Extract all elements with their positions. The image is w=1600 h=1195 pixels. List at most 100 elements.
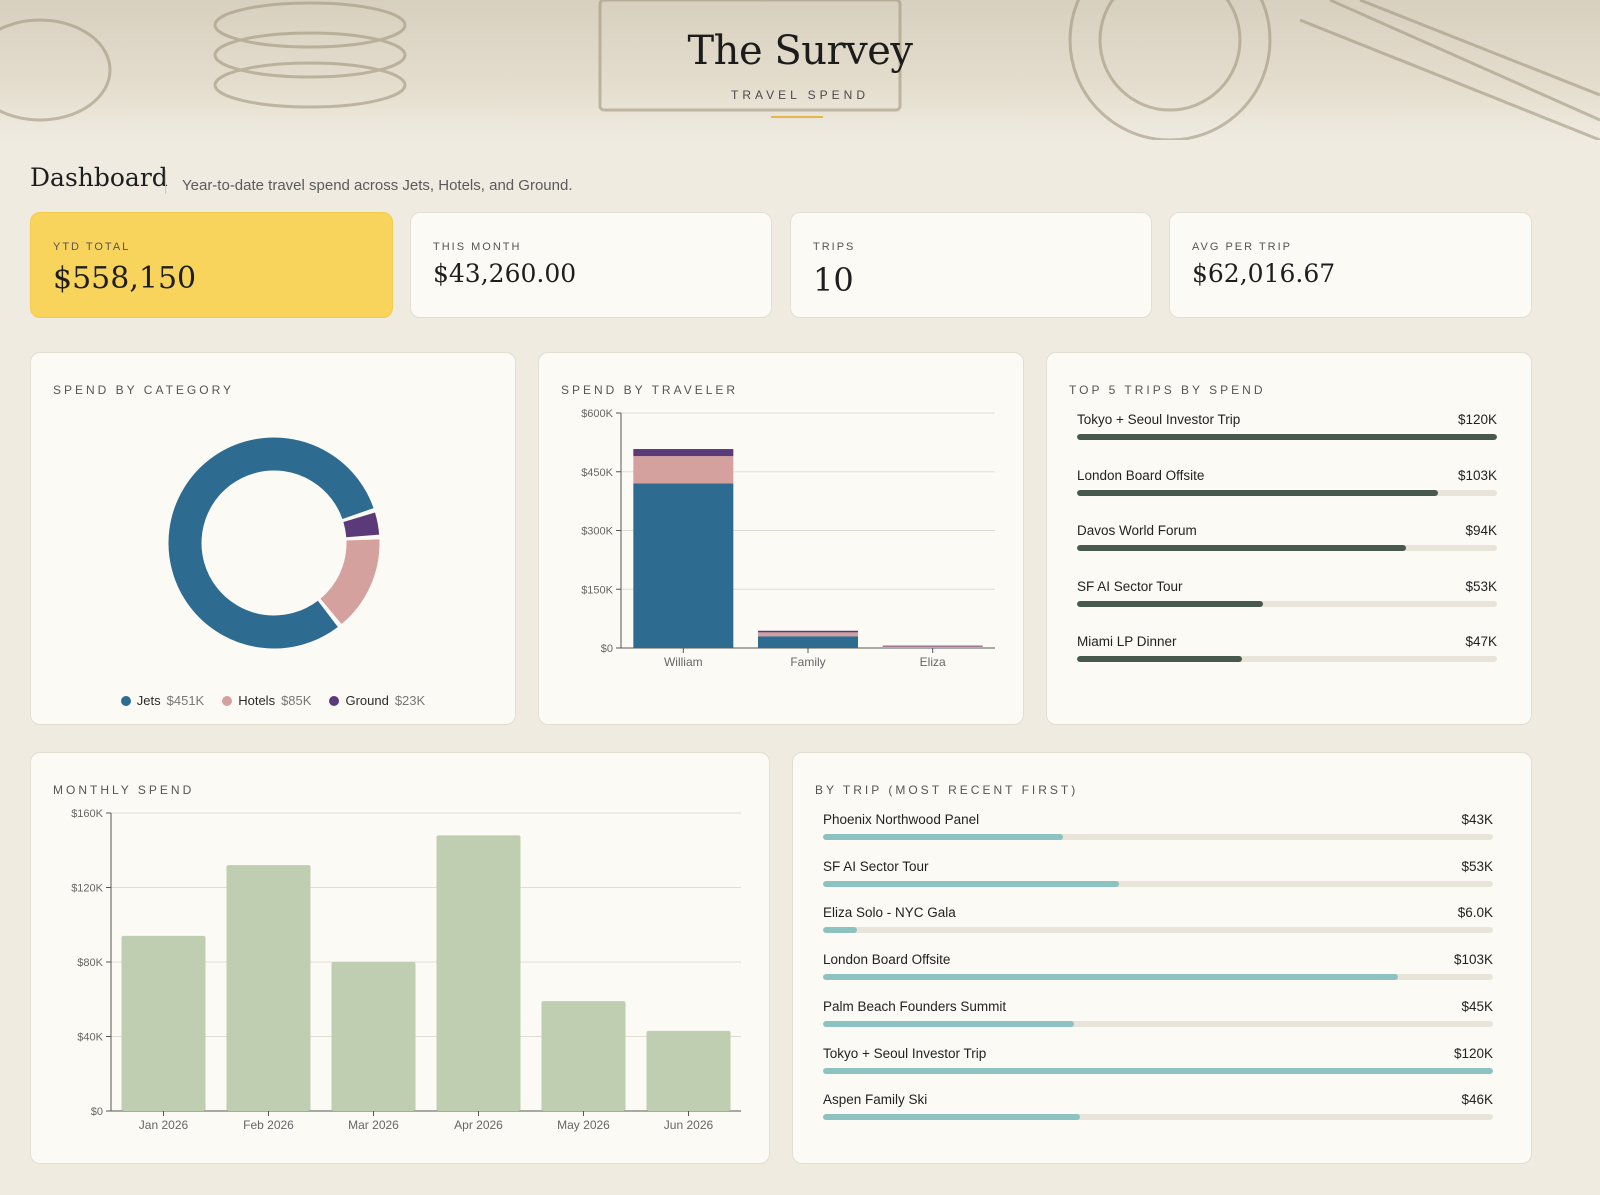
- y-tick-label: $160K: [71, 808, 103, 820]
- legend-item-ground: Ground $23K: [329, 693, 425, 708]
- panel-title: SPEND BY CATEGORY: [53, 383, 235, 397]
- trip-name: Eliza Solo - NYC Gala: [823, 905, 956, 921]
- x-tick-label: May 2026: [557, 1118, 610, 1132]
- panel-title: MONTHLY SPEND: [53, 783, 195, 797]
- donut-chart: [168, 437, 380, 649]
- kpi-value: 10: [813, 261, 854, 299]
- legend-swatch: [120, 695, 131, 706]
- trip-bar-track: [1077, 600, 1497, 607]
- trip-name: Phoenix Northwood Panel: [823, 812, 980, 827]
- y-tick-label: $450K: [581, 467, 613, 479]
- by-trip-scroll-area[interactable]: Phoenix Northwood Panel $43K SF AI Sector …: [793, 808, 1531, 1141]
- trip-name: SF AI Sector Tour: [823, 858, 929, 874]
- y-tick-label: $120K: [71, 883, 103, 895]
- trip-bar-track: [823, 1114, 1493, 1121]
- trip-bar-track: [1077, 656, 1497, 662]
- bar-william-hotels: [633, 456, 734, 484]
- bar-may-2026: [541, 1001, 626, 1111]
- trip-amount: $53K: [1461, 858, 1493, 874]
- kpi-card-avg-per-trip: AVG PER TRIP $62,016.67: [1169, 212, 1532, 318]
- traveler-stacked-bar-chart: $0 $150K $300K $450K $600K William Family Eliza: [581, 408, 995, 669]
- trip-bar-row: Palm Beach Founders Summit $45K: [823, 999, 1493, 1039]
- trip-name: Palm Beach Founders Summit: [823, 998, 1007, 1014]
- kpi-card-trips: TRIPS 10: [790, 212, 1152, 318]
- trip-amount: $103K: [1457, 467, 1497, 483]
- top-trips-panel: TOP 5 TRIPS BY SPEND Tokyo + Seoul Inves…: [1046, 352, 1532, 725]
- trip-bar-row: SF AI Sector Tour $53K: [823, 859, 1493, 899]
- legend-swatch: [329, 695, 340, 706]
- trip-bar-row: London Board Offsite $103K: [823, 952, 1493, 992]
- kpi-card-this-month: THIS MONTH $43,260.00: [410, 212, 772, 318]
- trip-amount: $47K: [1465, 634, 1497, 649]
- trip-bar-fill: [1077, 545, 1406, 551]
- panel-title: BY TRIP (MOST RECENT FIRST): [815, 783, 1079, 797]
- kpi-label: TRIPS: [813, 241, 856, 253]
- x-tick-label: Apr 2026: [454, 1118, 503, 1132]
- trip-bar-row: Tokyo + Seoul Investor Trip $120K: [823, 1046, 1493, 1086]
- trip-bar-row: Miami LP Dinner $47K: [1077, 634, 1497, 674]
- trip-bar-row: Phoenix Northwood Panel $43K: [823, 812, 1493, 852]
- legend-swatch: [222, 695, 233, 706]
- legend-item-hotels: Hotels $85K: [222, 693, 311, 708]
- bar-eliza-ground: [882, 645, 983, 647]
- trip-bar-row: London Board Offsite $103K: [1077, 468, 1497, 508]
- trip-amount: $43K: [1461, 812, 1493, 827]
- bar-family-ground: [758, 630, 858, 633]
- brand-title: The Survey: [687, 28, 913, 74]
- bar-eliza-hotels: [882, 646, 983, 648]
- x-tick-label: Mar 2026: [348, 1118, 399, 1132]
- trip-bar-track: [823, 927, 1493, 934]
- trip-bar-row: SF AI Sector Tour $53K: [1077, 579, 1497, 619]
- trip-bar-track: [1077, 434, 1497, 440]
- legend-item-jets: Jets $451K: [120, 693, 204, 708]
- trip-bar-track: [1077, 545, 1497, 551]
- y-tick-label: $600K: [581, 408, 613, 420]
- trip-amount: $45K: [1461, 998, 1493, 1014]
- kpi-value: $62,016.67: [1192, 259, 1336, 288]
- trip-amount: $6.0K: [1457, 905, 1493, 921]
- trip-amount: $94K: [1465, 523, 1497, 538]
- trip-name: Aspen Family Ski: [823, 1092, 928, 1108]
- y-tick-label: $150K: [581, 584, 613, 596]
- trip-name: SF AI Sector Tour: [1077, 578, 1183, 594]
- spend-by-category-panel: SPEND BY CATEGORY Jets $451K Hotels $85K…: [30, 352, 516, 725]
- header-banner: The Survey TRAVEL SPEND: [0, 0, 1600, 140]
- trip-amount: $120K: [1453, 1045, 1493, 1061]
- trip-bar-fill: [1077, 600, 1263, 607]
- kpi-label: YTD TOTAL: [53, 241, 131, 253]
- y-tick-label: $80K: [77, 957, 103, 969]
- trip-bar-track: [823, 834, 1493, 840]
- trip-bar-row: Davos World Forum $94K: [1077, 523, 1497, 563]
- bar-jan-2026: [121, 935, 206, 1111]
- by-trip-panel[interactable]: BY TRIP (MOST RECENT FIRST) Phoenix Nort…: [792, 752, 1532, 1164]
- trip-name: Miami LP Dinner: [1077, 634, 1177, 649]
- trip-bar-fill: [823, 880, 1119, 887]
- x-tick-label: Eliza: [920, 655, 946, 669]
- legend-label: Jets: [136, 693, 161, 708]
- trip-amount: $53K: [1465, 578, 1497, 594]
- trip-name: Miami LP Dinner: [823, 1139, 923, 1141]
- trip-bar-fill: [823, 834, 1064, 840]
- title-divider: [165, 170, 166, 194]
- monthly-bar-chart: $0 $40K $80K $120K $160K Jan 2026 Feb 2026 Mar …: [71, 808, 741, 1132]
- trip-bar-row: Aspen Family Ski $46K: [823, 1092, 1493, 1132]
- trip-bar-fill: [1077, 656, 1242, 662]
- bar-jun-2026: [646, 1030, 731, 1111]
- legend-label: Hotels: [238, 693, 276, 708]
- trip-bar-fill: [823, 1067, 1493, 1074]
- bar-family-hotels: [758, 632, 858, 637]
- x-tick-label: William: [664, 655, 703, 669]
- bar-feb-2026: [226, 865, 311, 1111]
- kpi-value: $558,150: [53, 261, 197, 296]
- x-tick-label: Jun 2026: [664, 1118, 714, 1132]
- x-tick-label: Family: [790, 655, 825, 669]
- trip-name: Tokyo + Seoul Investor Trip: [1077, 412, 1241, 427]
- trip-bar-row: Miami LP Dinner $47K: [823, 1139, 1493, 1141]
- page-title: Dashboard: [30, 163, 168, 192]
- brand-subtitle: TRAVEL SPEND: [730, 88, 870, 102]
- trip-amount: $46K: [1461, 1092, 1493, 1108]
- bar-william-ground: [633, 449, 734, 457]
- trip-amount: $120K: [1457, 412, 1497, 427]
- legend-value: $85K: [281, 693, 312, 708]
- y-tick-label: $0: [91, 1106, 103, 1118]
